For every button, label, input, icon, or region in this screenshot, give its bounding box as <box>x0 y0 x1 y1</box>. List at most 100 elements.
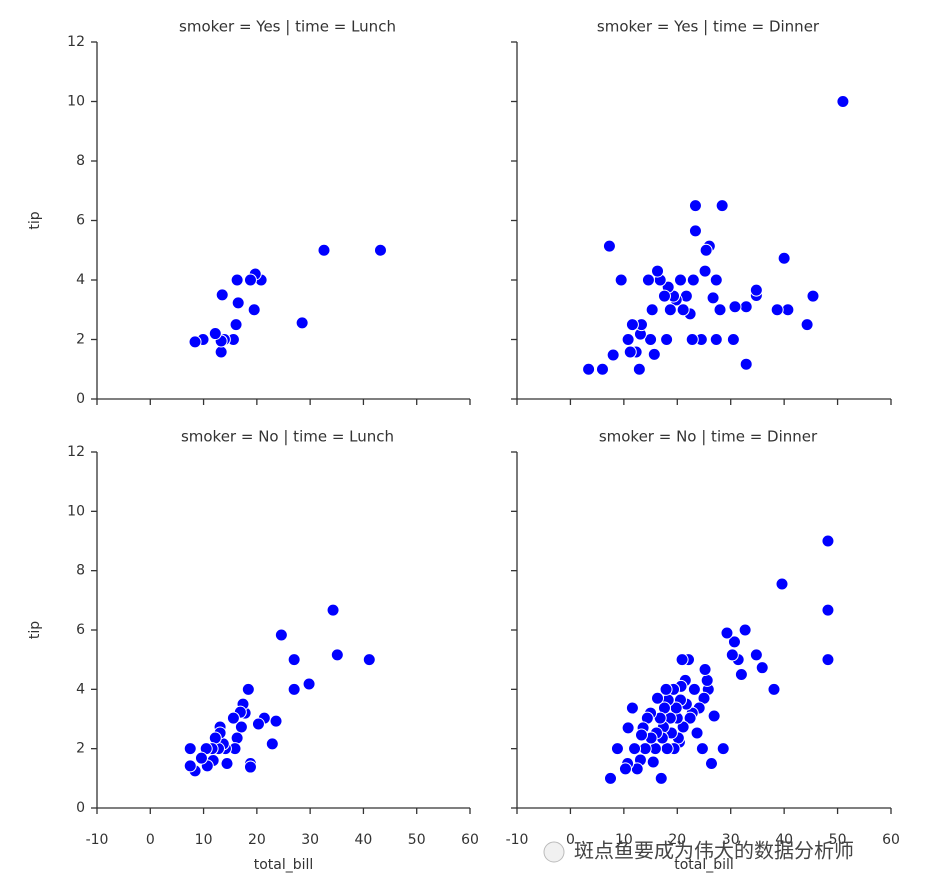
point <box>625 318 639 332</box>
point <box>821 534 835 548</box>
point <box>373 243 387 257</box>
point <box>243 760 257 774</box>
y-tick-label: 4 <box>76 272 85 288</box>
x-tick-label: 60 <box>882 832 900 848</box>
y-tick-label: 10 <box>67 94 85 110</box>
point <box>251 717 265 731</box>
x-tick-label: 60 <box>461 832 479 848</box>
point <box>647 347 661 361</box>
point <box>688 224 702 238</box>
point <box>634 728 648 742</box>
point <box>220 757 234 770</box>
y-tick-label: 8 <box>76 563 85 579</box>
point <box>698 662 712 676</box>
point <box>739 300 753 314</box>
point <box>302 677 316 691</box>
point <box>230 731 244 745</box>
point <box>651 691 665 705</box>
point <box>688 199 702 213</box>
panel-title: smoker = Yes | time = Lunch <box>179 18 396 36</box>
point <box>659 682 673 696</box>
point <box>660 742 674 756</box>
point <box>726 333 740 346</box>
point <box>317 243 331 257</box>
y-tick-label: 6 <box>76 622 85 638</box>
point <box>709 273 723 287</box>
x-axis-label: total_bill <box>254 857 314 873</box>
point <box>657 289 671 303</box>
point <box>675 653 689 667</box>
point <box>602 239 616 253</box>
point <box>755 661 769 675</box>
point <box>749 283 763 297</box>
x-tick-label: 40 <box>775 832 793 848</box>
point <box>698 264 712 278</box>
point <box>725 648 739 662</box>
x-tick-label: 20 <box>668 832 686 848</box>
x-tick-label: 50 <box>408 832 426 848</box>
point <box>215 288 229 302</box>
point <box>767 682 781 696</box>
point <box>645 303 659 317</box>
point <box>673 273 687 287</box>
point <box>821 603 835 617</box>
point <box>234 720 248 734</box>
x-tick-label: -10 <box>506 832 529 848</box>
point <box>685 333 699 346</box>
point <box>800 318 814 332</box>
point <box>646 755 660 769</box>
point <box>676 720 690 734</box>
point <box>618 762 632 776</box>
point <box>713 303 727 317</box>
point <box>644 333 658 346</box>
x-tick-label: 40 <box>355 832 373 848</box>
point <box>208 731 222 745</box>
panel-title: smoker = No | time = Lunch <box>181 428 394 446</box>
point <box>686 273 700 287</box>
point <box>183 759 197 773</box>
y-tick-label: 2 <box>76 332 85 348</box>
point <box>595 362 609 376</box>
point <box>770 303 784 317</box>
panel-title: smoker = Yes | time = Dinner <box>597 18 820 36</box>
point <box>188 335 202 349</box>
point <box>194 751 208 765</box>
point <box>821 653 835 667</box>
y-tick-label: 0 <box>76 800 85 816</box>
point <box>621 721 635 735</box>
point <box>663 303 677 317</box>
point <box>777 251 791 265</box>
point <box>660 333 674 346</box>
point <box>775 577 789 591</box>
point <box>687 682 701 696</box>
x-tick-label: 0 <box>146 832 155 848</box>
point <box>720 626 734 640</box>
point <box>247 303 261 317</box>
point <box>699 243 713 257</box>
x-tick-label: 30 <box>722 832 740 848</box>
point <box>704 757 718 770</box>
y-axis-label: tip <box>27 211 43 229</box>
x-tick-label: 10 <box>615 832 633 848</box>
y-axis-label: tip <box>27 621 43 639</box>
point <box>330 648 344 662</box>
point <box>606 348 620 362</box>
point <box>208 327 222 341</box>
y-tick-label: 12 <box>67 34 85 50</box>
x-tick-label: 10 <box>195 832 213 848</box>
point <box>709 333 723 346</box>
y-tick-label: 12 <box>67 444 85 460</box>
y-tick-label: 6 <box>76 213 85 229</box>
point <box>738 623 752 637</box>
point <box>716 742 730 756</box>
watermark: 斑点鱼要成为伟大的数据分析师 <box>574 839 854 863</box>
point <box>654 771 668 785</box>
point <box>265 737 279 751</box>
point <box>230 273 244 287</box>
point <box>695 742 709 756</box>
point <box>707 709 721 723</box>
point <box>700 673 714 687</box>
point <box>706 291 720 305</box>
point <box>604 771 617 785</box>
